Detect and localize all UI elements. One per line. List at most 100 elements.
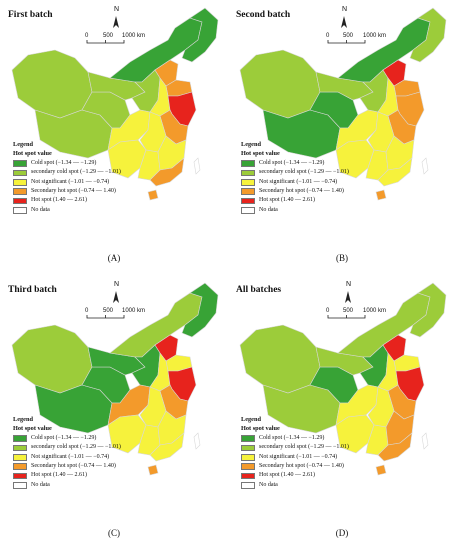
legend-item-no-data: No data — [241, 481, 349, 490]
legend-item-label: Cold spot (−1.34 — −1.29) — [259, 159, 325, 166]
legend-item-label: Secondary hot spot (−0.74 — 1.40) — [259, 187, 344, 194]
legend-item-label: No data — [259, 206, 278, 213]
scale-label-500: 500 — [343, 308, 354, 314]
region-northeast — [181, 282, 219, 338]
legend-subheading: Hot spot value — [241, 150, 280, 158]
region-taiwan — [421, 157, 429, 175]
legend-item-label: Not significant (−1.01 — −0.74) — [259, 178, 338, 185]
legend-swatch — [241, 169, 255, 177]
legend-subheading: Hot spot value — [241, 425, 280, 433]
scale-label-1000: 1000 km — [363, 308, 387, 314]
legend-item-no-data: No data — [13, 481, 121, 490]
region-hainan — [375, 464, 387, 476]
region-taiwan — [193, 432, 201, 450]
north-arrow-shape — [341, 16, 347, 28]
region-guangdong — [149, 157, 185, 187]
legend-item-secondary-hot-spot: Secondary hot spot (−0.74 — 1.40) — [241, 187, 349, 196]
region-xinjiang — [11, 324, 93, 394]
legend-item-secondary-cold-spot: secondary cold spot (−1.29 — −1.01) — [241, 168, 349, 177]
panel-title: Second batch — [236, 10, 291, 20]
legend-item-secondary-hot-spot: Secondary hot spot (−0.74 — 1.40) — [241, 462, 349, 471]
legend-item-no-data: No data — [13, 206, 121, 215]
legend-item-label: Secondary hot spot (−0.74 — 1.40) — [31, 187, 116, 194]
region-guangdong — [149, 432, 185, 462]
panel-title: First batch — [8, 10, 53, 20]
scale-label-500: 500 — [343, 33, 354, 39]
scale-bar — [86, 315, 125, 319]
legend-swatch — [241, 454, 255, 461]
legend-heading: Legend — [241, 416, 261, 423]
legend-item-label: Not significant (−1.01 — −0.74) — [31, 453, 110, 460]
legend-item-hot-spot: Hot spot (1.40 — 2.61) — [13, 196, 121, 205]
scale-label-1000: 1000 km — [122, 308, 146, 314]
north-arrow-icon: N — [342, 6, 347, 13]
map-legend: Legend Hot spot value Cold spot (−1.34 —… — [241, 140, 349, 215]
legend-item-hot-spot: Hot spot (1.40 — 2.61) — [241, 471, 349, 480]
scale-label-1000: 1000 km — [363, 33, 387, 39]
choropleth-map — [11, 7, 219, 201]
legend-item-label: Not significant (−1.01 — −0.74) — [259, 453, 338, 460]
legend-item-label: No data — [31, 481, 50, 488]
north-label: N — [342, 6, 348, 13]
legend-item-not-significant: Not significant (−1.01 — −0.74) — [241, 453, 349, 462]
scale-label-0: 0 — [326, 308, 330, 314]
legend-item-secondary-cold-spot: secondary cold spot (−1.29 — −1.01) — [241, 443, 349, 452]
north-arrow-shape — [345, 291, 351, 303]
legend-item-label: Not significant (−1.01 — −0.74) — [31, 178, 110, 185]
panel-title: Third batch — [8, 285, 57, 295]
legend-swatch — [241, 435, 255, 442]
region-guangdong — [377, 157, 413, 187]
panel-title: All batches — [236, 285, 282, 295]
legend-item-label: No data — [259, 481, 278, 488]
legend-heading: Legend — [13, 141, 33, 148]
choropleth-map — [239, 7, 447, 201]
legend-item-label: Secondary hot spot (−0.74 — 1.40) — [31, 462, 116, 469]
legend-item-label: Cold spot (−1.34 — −1.29) — [31, 159, 97, 166]
legend-swatch — [13, 188, 27, 195]
legend-swatch — [13, 160, 27, 167]
legend-item-label: No data — [31, 206, 50, 213]
legend-item-label: Secondary hot spot (−0.74 — 1.40) — [259, 462, 344, 469]
legend-item-no-data: No data — [241, 206, 349, 215]
region-hainan — [147, 189, 159, 201]
legend-item-cold-spot: Cold spot (−1.34 — −1.29) — [241, 159, 349, 168]
north-arrow-shape — [113, 291, 119, 303]
north-arrow-icon: N — [114, 6, 119, 13]
scale-label-1000: 1000 km — [122, 33, 146, 39]
legend-item-hot-spot: Hot spot (1.40 — 2.61) — [13, 471, 121, 480]
north-label: N — [114, 281, 120, 288]
legend-item-label: Hot spot (1.40 — 2.61) — [259, 197, 315, 204]
legend-item-label: Hot spot (1.40 — 2.61) — [31, 472, 87, 479]
region-northeast — [181, 7, 219, 63]
legend-item-not-significant: Not significant (−1.01 — −0.74) — [13, 178, 121, 187]
region-xinjiang — [239, 324, 321, 394]
legend-item-label: Hot spot (1.40 — 2.61) — [259, 472, 315, 479]
legend-item-hot-spot: Hot spot (1.40 — 2.61) — [241, 196, 349, 205]
legend-heading: Legend — [241, 141, 261, 148]
region-northeast — [409, 7, 447, 63]
choropleth-map — [239, 282, 447, 476]
region-northeast — [409, 282, 447, 338]
legend-item-not-significant: Not significant (−1.01 — −0.74) — [13, 453, 121, 462]
legend-swatch — [13, 472, 27, 480]
legend-swatch — [241, 207, 255, 214]
legend-item-label: secondary cold spot (−1.29 — −1.01) — [31, 444, 121, 451]
scale-bar — [327, 315, 366, 319]
legend-item-secondary-cold-spot: secondary cold spot (−1.29 — −1.01) — [13, 168, 121, 177]
legend-swatch — [13, 197, 27, 205]
legend-swatch — [13, 169, 27, 177]
region-taiwan — [193, 157, 201, 175]
legend-swatch — [13, 435, 27, 442]
legend-item-secondary-hot-spot: Secondary hot spot (−0.74 — 1.40) — [13, 187, 121, 196]
region-taiwan — [421, 432, 429, 450]
legend-swatch — [241, 463, 255, 470]
region-guangdong — [377, 432, 413, 462]
scale-label-0: 0 — [85, 33, 89, 39]
legend-item-cold-spot: Cold spot (−1.34 — −1.29) — [13, 434, 121, 443]
legend-item-not-significant: Not significant (−1.01 — −0.74) — [241, 178, 349, 187]
legend-swatch — [241, 179, 255, 186]
map-legend: Legend Hot spot value Cold spot (−1.34 —… — [13, 415, 121, 490]
legend-heading: Legend — [13, 416, 33, 423]
panel-label: (B) — [336, 253, 348, 263]
legend-item-label: Cold spot (−1.34 — −1.29) — [259, 434, 325, 441]
